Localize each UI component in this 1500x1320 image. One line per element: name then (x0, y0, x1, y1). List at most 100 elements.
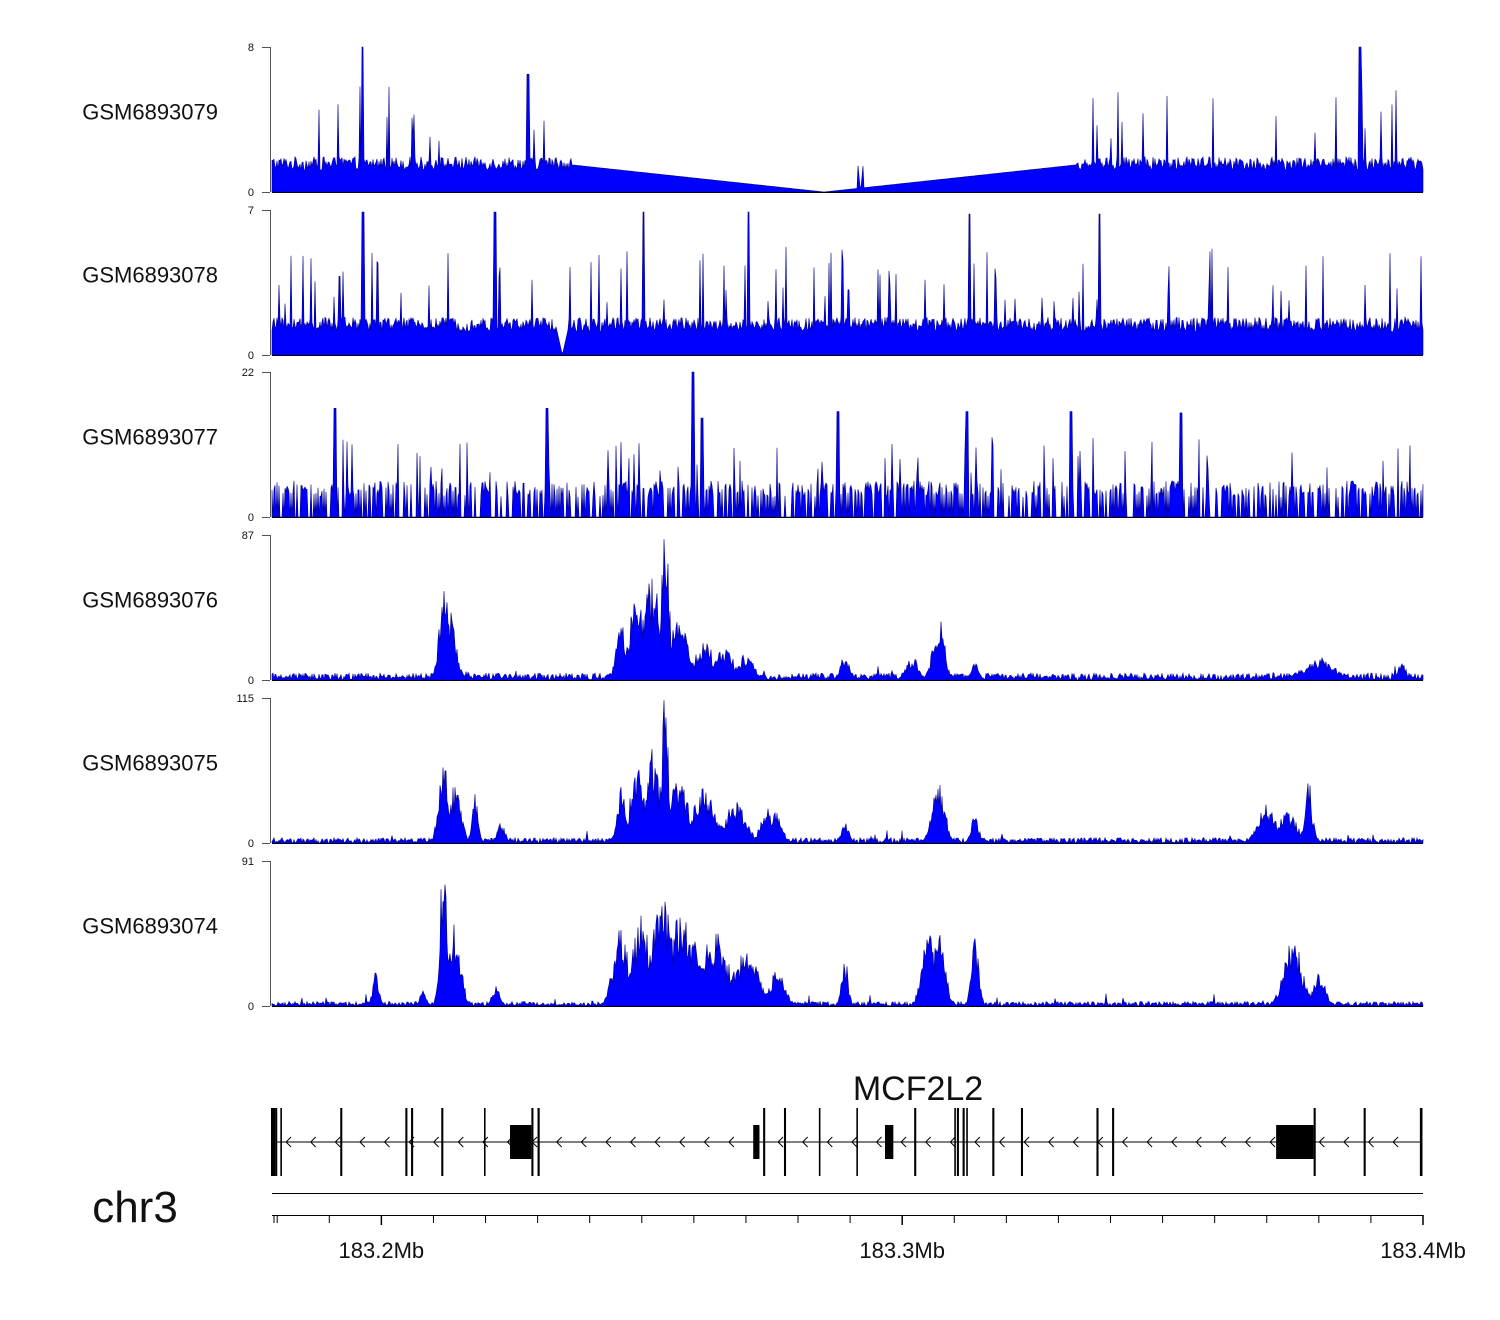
strand-chevron (629, 1136, 636, 1148)
strand-chevron (1023, 1136, 1030, 1148)
strand-chevron (285, 1136, 292, 1148)
exon-line (280, 1108, 282, 1176)
track-label: GSM6893076 (82, 588, 218, 613)
y-min-label: 0 (248, 350, 254, 362)
strand-chevron (654, 1136, 661, 1148)
strand-chevron (1269, 1136, 1276, 1148)
strand-chevron (555, 1136, 563, 1148)
strand-chevron (1146, 1136, 1153, 1148)
exon-line (1096, 1108, 1099, 1176)
strand-chevron (998, 1136, 1005, 1148)
exon-line (856, 1108, 858, 1176)
exon-block (1276, 1125, 1314, 1159)
exon-line (1112, 1108, 1115, 1176)
exon-line (962, 1108, 965, 1176)
exon-block (753, 1125, 760, 1159)
strand-chevron (1121, 1136, 1128, 1148)
strand-chevron (678, 1136, 686, 1148)
track-GSM6893077: GSM6893077 22 0 (82, 367, 1424, 524)
exon-line (441, 1108, 444, 1176)
exon-line (405, 1108, 408, 1176)
strand-chevron (309, 1136, 317, 1148)
track-GSM6893076: GSM6893076 87 0 (82, 530, 1424, 687)
exon-line (1419, 1108, 1423, 1176)
signal-area (271, 46, 1424, 193)
strand-chevron (334, 1136, 341, 1148)
strand-chevron (1367, 1136, 1374, 1148)
signal-tracks: GSM689307980GSM689307870GSM6893077220GSM… (82, 42, 1424, 1013)
strand-chevron (875, 1136, 882, 1148)
strand-chevron (1244, 1136, 1251, 1148)
strand-chevron (826, 1136, 833, 1148)
strand-chevron (703, 1136, 710, 1148)
exon-line (275, 1108, 278, 1176)
track-label: GSM6893078 (82, 263, 218, 288)
gene-track: MCF2L2 (271, 1070, 1423, 1176)
exon-line (956, 1108, 959, 1176)
exon-line (483, 1108, 486, 1176)
strand-chevron (1220, 1136, 1227, 1148)
strand-chevron (482, 1136, 489, 1148)
strand-chevron (924, 1136, 932, 1148)
track-label: GSM6893074 (82, 914, 218, 939)
signal-area (271, 884, 1424, 1008)
exon-block (884, 1125, 894, 1159)
strand-chevron (580, 1136, 587, 1148)
exon-line (818, 1108, 821, 1176)
track-GSM6893075: GSM6893075 115 0 (82, 693, 1424, 850)
strand-chevron (359, 1136, 366, 1148)
strand-chevron (1343, 1136, 1350, 1148)
exon-line (914, 1108, 917, 1176)
strand-chevron (1072, 1136, 1079, 1148)
strand-chevron (605, 1136, 612, 1148)
exon-line (763, 1108, 766, 1176)
signal-area (271, 211, 1424, 356)
strand-chevron (432, 1136, 440, 1148)
strand-chevron (900, 1136, 907, 1148)
y-min-label: 0 (248, 1001, 254, 1013)
y-min-label: 0 (248, 675, 254, 687)
exon-line (992, 1108, 995, 1176)
y-max-label: 91 (242, 856, 254, 868)
strand-chevron (777, 1136, 784, 1148)
exon-line (340, 1108, 343, 1176)
track-GSM6893078: GSM6893078 7 0 (82, 205, 1424, 362)
strand-chevron (1318, 1136, 1325, 1148)
chromosome-label: chr3 (92, 1183, 178, 1232)
exon-line (537, 1108, 540, 1176)
strand-chevron (383, 1136, 390, 1148)
signal-area (271, 371, 1424, 518)
y-min-label: 0 (248, 512, 254, 524)
axis-tick-label: 183.4Mb (1380, 1238, 1466, 1263)
y-max-label: 87 (242, 530, 254, 542)
strand-chevron (1047, 1136, 1055, 1148)
exon-line (783, 1108, 787, 1176)
y-min-label: 0 (248, 187, 254, 199)
signal-area (271, 700, 1424, 844)
strand-chevron (974, 1136, 981, 1148)
exon-line (966, 1108, 968, 1176)
gene-name-label: MCF2L2 (853, 1070, 983, 1108)
strand-chevron (1195, 1136, 1202, 1148)
exon-block (510, 1125, 532, 1159)
y-min-label: 0 (248, 838, 254, 850)
strand-chevron (801, 1136, 809, 1148)
gene-start-edge (271, 1108, 275, 1176)
strand-chevron (949, 1136, 956, 1148)
strand-chevron (457, 1136, 464, 1148)
track-label: GSM6893077 (82, 425, 218, 450)
exon-line (1020, 1108, 1024, 1176)
strand-chevron (851, 1136, 858, 1148)
y-max-label: 115 (236, 693, 254, 705)
genome-axis: chr3 183.2Mb 183.3Mb 183.4Mb (92, 1183, 1466, 1263)
track-label: GSM6893079 (82, 100, 218, 125)
axis-tick-label: 183.3Mb (859, 1238, 945, 1263)
y-max-label: 7 (248, 205, 254, 217)
y-max-label: 8 (248, 42, 254, 54)
strand-chevron (1392, 1136, 1399, 1148)
signal-area (271, 539, 1424, 682)
exon-line (1363, 1108, 1366, 1176)
track-GSM6893079: GSM6893079 8 0 (82, 42, 1424, 199)
strand-chevron (728, 1136, 735, 1148)
